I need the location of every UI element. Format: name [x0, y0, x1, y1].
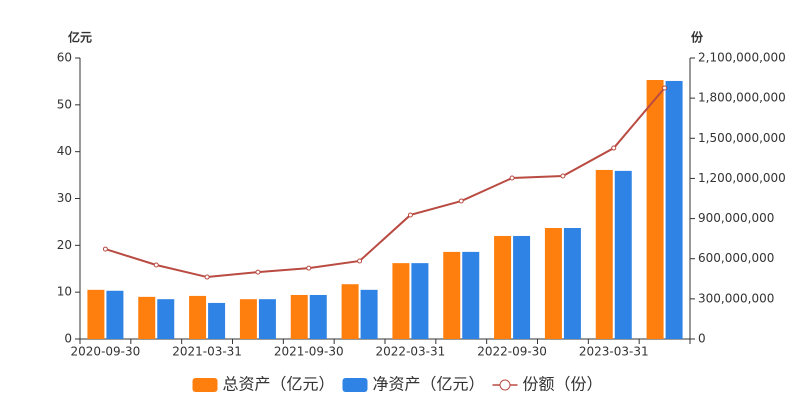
bar — [443, 251, 461, 339]
line-point — [102, 246, 108, 252]
line-point — [357, 258, 363, 264]
bar — [106, 290, 124, 339]
line-point — [458, 198, 464, 204]
line-point — [560, 173, 566, 179]
y2-tick-label: 1,200,000,000 — [698, 171, 786, 185]
y2-axis-title: 份 — [691, 30, 704, 45]
line-point — [153, 262, 159, 268]
y2-tick-label: 0 — [698, 332, 706, 346]
x-tick-label: 2020-09-30 — [71, 345, 141, 359]
y-tick-label: 40 — [57, 144, 72, 158]
bar — [360, 289, 378, 339]
line-point — [255, 269, 261, 275]
line-point — [407, 212, 413, 218]
y2-tick-label: 1,800,000,000 — [698, 91, 786, 105]
legend-label: 总资产（亿元） — [223, 375, 335, 394]
bar — [392, 263, 410, 339]
x-tick-label: 2021-03-31 — [172, 345, 242, 359]
line-point — [611, 145, 617, 151]
y2-tick-label: 2,100,000,000 — [698, 51, 786, 65]
line-point — [662, 85, 668, 91]
line-point — [204, 274, 210, 280]
bar — [87, 289, 105, 339]
line — [105, 87, 666, 279]
legend-swatch — [499, 379, 511, 391]
x-tick-label: 2023-03-31 — [579, 345, 649, 359]
legend-label: 净资产（亿元） — [373, 375, 485, 394]
bar — [494, 235, 512, 339]
bar — [462, 251, 480, 339]
legend-swatch — [342, 378, 368, 392]
bar — [646, 80, 664, 340]
bar — [614, 170, 632, 339]
x-tick-label: 2022-09-30 — [477, 345, 547, 359]
bar — [513, 235, 531, 339]
y2-tick-label: 1,500,000,000 — [698, 131, 786, 145]
bar — [208, 302, 226, 339]
y2-tick-label: 600,000,000 — [698, 251, 774, 265]
bar — [411, 263, 429, 339]
bar — [290, 294, 308, 339]
y-tick-label: 30 — [57, 191, 72, 205]
y-tick-label: 0 — [64, 332, 72, 346]
y2-tick-label: 900,000,000 — [698, 211, 774, 225]
bar — [138, 296, 156, 339]
line-point — [306, 265, 312, 271]
bar — [258, 299, 276, 339]
bar — [157, 299, 175, 339]
bar — [595, 169, 613, 339]
bar — [239, 299, 257, 339]
bar — [544, 228, 562, 339]
bar — [189, 295, 207, 339]
bar — [563, 228, 581, 339]
bar — [341, 284, 359, 339]
x-tick-label: 2022-03-31 — [376, 345, 446, 359]
x-tick-label: 2021-09-30 — [274, 345, 344, 359]
legend-label: 份额（份） — [523, 375, 603, 394]
bar — [665, 80, 683, 339]
bar — [309, 294, 327, 339]
y-tick-label: 50 — [57, 97, 72, 111]
y-tick-label: 60 — [57, 51, 72, 65]
y-tick-label: 20 — [57, 238, 72, 252]
y-tick-label: 10 — [57, 285, 72, 299]
line-point — [509, 175, 515, 181]
y-axis-title: 亿元 — [68, 30, 92, 45]
y2-tick-label: 300,000,000 — [698, 291, 774, 305]
legend-swatch — [192, 378, 218, 392]
